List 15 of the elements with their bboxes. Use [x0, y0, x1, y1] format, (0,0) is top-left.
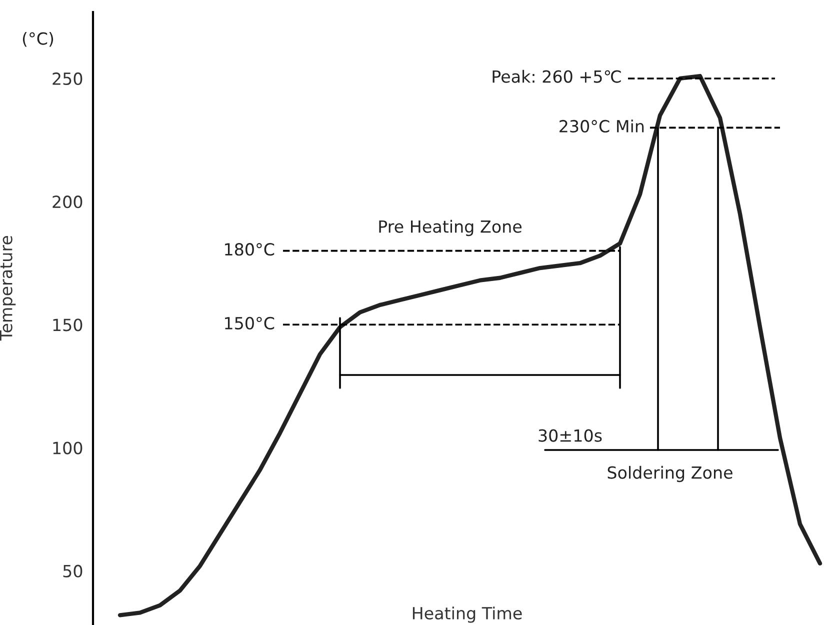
annotation: 30±10s	[538, 429, 602, 442]
annotation: Soldering Zone	[608, 466, 732, 482]
annotation: Peak: 260 +5℃	[492, 70, 621, 83]
y-tick-label: 150	[53, 318, 82, 332]
ref-line-label: 230°C Min	[560, 120, 644, 133]
y-tick-label: 250	[52, 72, 82, 86]
text: (°C)	[22, 32, 54, 47]
annotation: Pre Heating Zone	[379, 220, 522, 236]
ref-line-label: 180°C	[225, 243, 274, 256]
ref-line-label: 150°C	[225, 316, 274, 330]
y-tick-label: 50	[63, 564, 82, 578]
y-tick-label: 200	[52, 196, 82, 208]
x-axis-title: Heating Time	[412, 606, 522, 623]
y-tick-label: 100	[53, 442, 82, 454]
y-axis-title: Temperature	[0, 236, 16, 341]
